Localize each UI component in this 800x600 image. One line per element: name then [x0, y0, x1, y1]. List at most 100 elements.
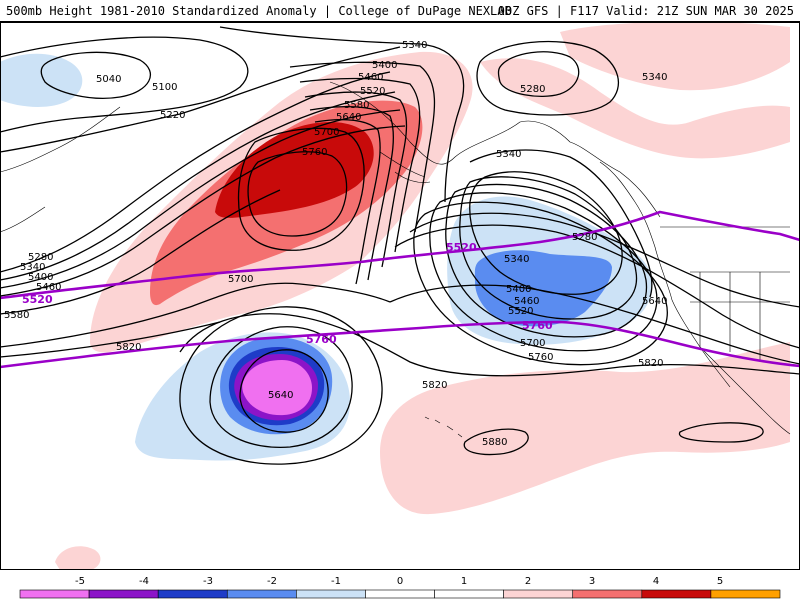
contour-labels: 5040 5100 5220 5340 5400 5460 5520 5580 …: [4, 40, 667, 448]
anomaly-neg-2-trough: [474, 250, 612, 327]
color-scale-bar: -5 -4 -3 -2 -1 0 1 2 3 4 5: [19, 576, 781, 599]
ref-contour-5760: [0, 320, 800, 369]
label-5460-top: 5460: [358, 72, 383, 83]
anomaly-pos-1-alaska: [480, 58, 790, 159]
colorbar-tick-labels: -5 -4 -3 -2 -1 0 1 2 3 4 5: [75, 576, 723, 587]
contour-5580-top: [309, 105, 395, 281]
label-5280-east: 5280: [572, 232, 597, 243]
colorbar-tick-label: -3: [203, 576, 213, 587]
label-5400-east: 5400: [506, 284, 531, 295]
anomaly-map: 5040 5100 5220 5340 5400 5460 5520 5580 …: [0, 22, 800, 570]
asia-coast: [0, 106, 121, 233]
colorbar-tick-label: -1: [331, 576, 341, 587]
contour-5040: [40, 51, 152, 99]
contour-5220: [0, 46, 401, 153]
alaska-coast: [329, 81, 661, 218]
label-5340-east: 5340: [504, 254, 529, 265]
contour-5580-left: [0, 189, 281, 315]
label-ref-5520-mid: 5520: [446, 241, 477, 254]
colorbar-tick-label: -4: [139, 576, 149, 587]
label-5340-ak: 5340: [642, 72, 667, 83]
contour-5340-top: [219, 26, 465, 203]
anomaly-neg-5-low: [242, 360, 312, 416]
anomaly-neg-1-nw: [0, 53, 83, 107]
colorbar-segment: [365, 589, 435, 599]
colorbar-tick-label: 5: [717, 576, 723, 587]
colorbar-segment: [19, 589, 90, 599]
colorbar-segment: [572, 589, 643, 599]
contour-5700-mid: [0, 282, 391, 348]
baja-coast: [699, 346, 791, 435]
contour-5340-gulf: [469, 149, 653, 298]
coastlines: [0, 81, 791, 438]
contour-5280: [0, 71, 391, 273]
contour-5460-east: [429, 192, 658, 352]
contour-5760-low: [179, 306, 383, 465]
colorbar-segment: [157, 589, 228, 599]
label-5280-left: 5280: [28, 252, 53, 263]
colorbar-tick-label: 0: [397, 576, 403, 587]
contour-5280-alaska: [497, 51, 580, 97]
colorbar-tick-label: 1: [461, 576, 467, 587]
label-5100: 5100: [152, 82, 177, 93]
label-5880: 5880: [482, 437, 507, 448]
colorbar-segment: [434, 589, 504, 599]
contour-5820-lower: [179, 313, 800, 377]
colorbar-tick-label: -2: [267, 576, 277, 587]
anomaly-pos-1-subtropic: [380, 342, 790, 515]
state-borders: [660, 226, 790, 362]
contour-5100: [0, 36, 249, 133]
contour-5640-east: [409, 212, 800, 308]
label-5280-alaska: 5280: [520, 84, 545, 95]
contour-5700-closed: [237, 127, 365, 251]
label-5700-top: 5700: [314, 127, 339, 138]
colorbar-segment: [641, 589, 712, 599]
label-5700-east: 5700: [520, 338, 545, 349]
label-ref-5520-left: 5520: [22, 293, 53, 306]
colorbar-segment: [226, 589, 297, 599]
label-5580-left: 5580: [4, 310, 29, 321]
contour-5280-closed: [469, 171, 623, 295]
contour-5520-east: [413, 201, 668, 366]
label-5040: 5040: [96, 74, 121, 85]
label-5340-top: 5340: [402, 40, 427, 51]
label-5520-top: 5520: [360, 86, 385, 97]
colorbar-segment: [88, 589, 159, 599]
label-5640-top: 5640: [336, 112, 361, 123]
label-5580-top: 5580: [344, 100, 369, 111]
contour-5640-top: [314, 118, 381, 285]
colorbar-tick-label: -5: [75, 576, 85, 587]
anomaly-pos-1-top: [560, 22, 790, 91]
label-5700-mid: 5700: [228, 274, 253, 285]
label-5760-top: 5760: [302, 147, 327, 158]
label-5460-east: 5460: [514, 296, 539, 307]
anomaly-pos-1-speck: [55, 546, 101, 570]
label-5820-mid: 5820: [422, 380, 447, 391]
label-5460-left: 5460: [36, 282, 61, 293]
colorbar-segment: [710, 589, 781, 599]
height-contours: [0, 26, 800, 465]
hawaii-islands: [424, 416, 463, 438]
label-5520-east: 5520: [508, 306, 533, 317]
contour-5400-top: [289, 61, 436, 233]
label-5340-left: 5340: [20, 262, 45, 273]
contour-5460-left: [0, 125, 406, 297]
contour-5760-closed: [247, 151, 348, 237]
positive-anomaly-shading: [55, 22, 790, 570]
colorbar-segment: [503, 589, 574, 599]
header-bar: 500mb Height 1981-2010 Standardized Anom…: [0, 0, 800, 22]
contour-5700-east: [394, 224, 800, 349]
contour-5760-east: [389, 284, 800, 365]
label-5400-left: 5400: [28, 272, 53, 283]
label-ref-5760-mid: 5760: [522, 319, 553, 332]
contour-5340-left: [0, 91, 396, 281]
contour-5640-low: [239, 349, 329, 433]
colorbar-tick-label: 2: [525, 576, 531, 587]
model-valid-time: 00Z GFS | F117 Valid: 21Z SUN MAR 30 202…: [497, 4, 794, 18]
colorbar-tick-label: 4: [653, 576, 659, 587]
contour-5460-top: [299, 77, 421, 253]
contour-5400-east: [445, 183, 648, 338]
colorbar-segments: [19, 589, 781, 599]
label-5820-left: 5820: [116, 342, 141, 353]
contour-5880: [463, 428, 529, 456]
